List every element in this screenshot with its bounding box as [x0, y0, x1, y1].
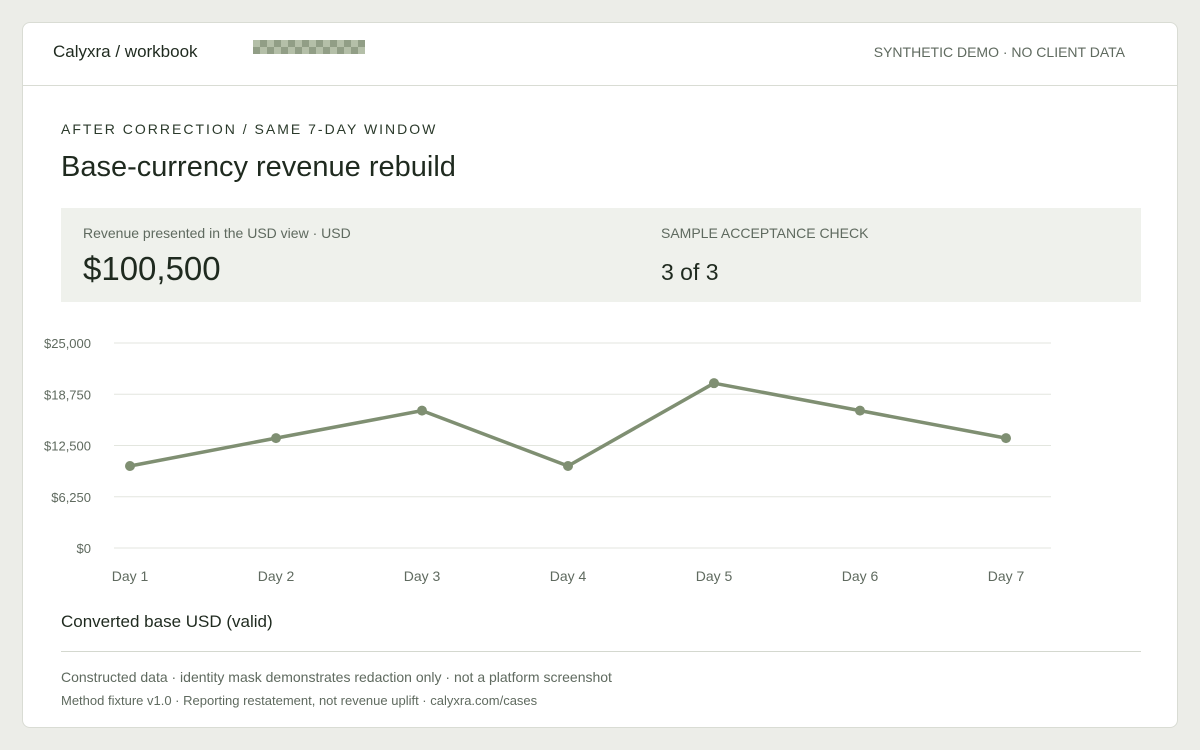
data-point [563, 461, 573, 471]
y-tick-label: $18,750 [44, 387, 91, 402]
section-eyebrow: AFTER CORRECTION / SAME 7-DAY WINDOW [61, 121, 438, 137]
data-point [1001, 433, 1011, 444]
revenue-value: $100,500 [83, 250, 221, 287]
report-card: Calyxra / workbook SYNTHETIC DEMO · NO C… [22, 22, 1178, 728]
metrics-panel: Revenue presented in the USD view · USD … [61, 208, 1141, 302]
x-tick-label: Day 4 [550, 568, 587, 584]
y-tick-label: $25,000 [44, 336, 91, 351]
footer-note: Constructed data · identity mask demonst… [61, 669, 612, 685]
x-tick-label: Day 6 [842, 568, 879, 584]
revenue-line-chart: $0 $6,250 $12,500 $18,750 $25,000 Day 1 Day 2 D… [44, 336, 1051, 584]
footer-divider [61, 651, 1141, 652]
y-tick-label: $0 [77, 541, 91, 556]
revenue-label: Revenue presented in the USD view · USD [83, 225, 351, 241]
top-bar: Calyxra / workbook SYNTHETIC DEMO · NO C… [23, 23, 1177, 86]
data-point [271, 433, 281, 444]
data-point [709, 378, 719, 389]
data-point [125, 461, 135, 471]
y-tick-label: $12,500 [44, 439, 91, 454]
x-tick-label: Day 1 [112, 568, 149, 584]
x-tick-label: Day 7 [988, 568, 1025, 584]
page-title: Base-currency revenue rebuild [61, 151, 456, 183]
acceptance-check-label: SAMPLE ACCEPTANCE CHECK [661, 225, 869, 241]
footer-method: Method fixture v1.0 · Reporting restatem… [61, 693, 538, 708]
chart-caption: Converted base USD (valid) [61, 612, 273, 631]
data-point [417, 405, 427, 416]
demo-notice: SYNTHETIC DEMO · NO CLIENT DATA [873, 44, 1125, 60]
brand-title: Calyxra / workbook [53, 42, 198, 61]
series-line [128, 381, 1008, 468]
identity-mask [253, 40, 365, 54]
acceptance-check-value: 3 of 3 [661, 259, 719, 285]
data-point [855, 405, 865, 416]
x-tick-label: Day 3 [404, 568, 441, 584]
x-tick-label: Day 5 [696, 568, 733, 584]
x-tick-label: Day 2 [258, 568, 295, 584]
y-tick-label: $6,250 [51, 490, 91, 505]
